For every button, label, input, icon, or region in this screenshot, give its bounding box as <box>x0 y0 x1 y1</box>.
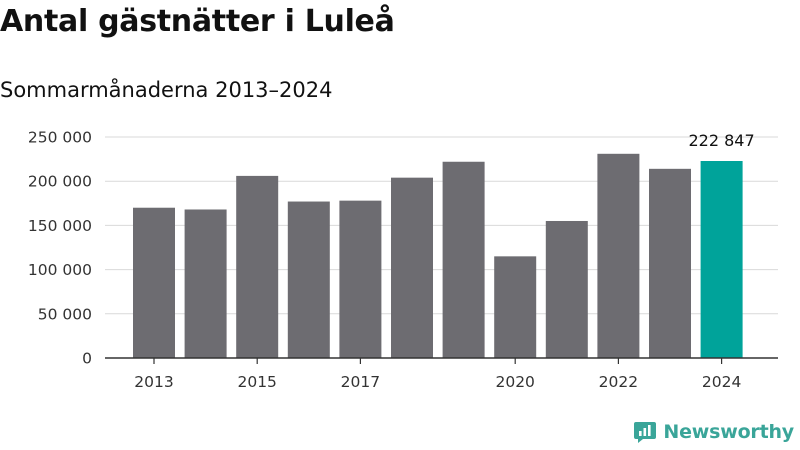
y-tick-label: 100 000 <box>28 261 92 279</box>
x-tick-label: 2022 <box>599 373 638 391</box>
y-tick-label: 200 000 <box>28 173 92 191</box>
y-tick-label: 250 000 <box>28 129 92 147</box>
bar <box>700 161 743 358</box>
bar <box>339 200 382 358</box>
bar <box>236 175 279 358</box>
bar <box>133 207 175 358</box>
bar <box>649 168 691 358</box>
x-tick-label: 2024 <box>702 373 741 391</box>
y-tick-label: 150 000 <box>28 217 92 235</box>
bar <box>597 153 640 358</box>
data-label: 222 847 <box>689 131 755 150</box>
bar <box>287 201 330 358</box>
x-tick-label: 2017 <box>341 373 380 391</box>
bar-chart: 0 50 000 100 000 150 000 200 000 250 000 2013 2… <box>28 129 778 391</box>
x-tick-label: 2020 <box>495 373 534 391</box>
y-tick-label: 0 <box>82 350 92 368</box>
chart-title: Antal gästnätter i Luleå <box>0 4 395 39</box>
y-tick-label: 50 000 <box>38 305 92 323</box>
x-tick-label: 2013 <box>134 373 173 391</box>
bar <box>442 161 485 358</box>
chart-subtitle: Sommarmånaderna 2013–2024 <box>0 78 333 102</box>
brand-name: Newsworthy <box>663 421 794 443</box>
bar <box>494 256 537 358</box>
bar <box>184 209 227 358</box>
newsworthy-logo-icon <box>634 422 657 443</box>
x-tick-label: 2015 <box>237 373 276 391</box>
brand-logo: Newsworthy <box>633 420 794 444</box>
bar <box>391 177 433 358</box>
bar <box>545 220 588 358</box>
